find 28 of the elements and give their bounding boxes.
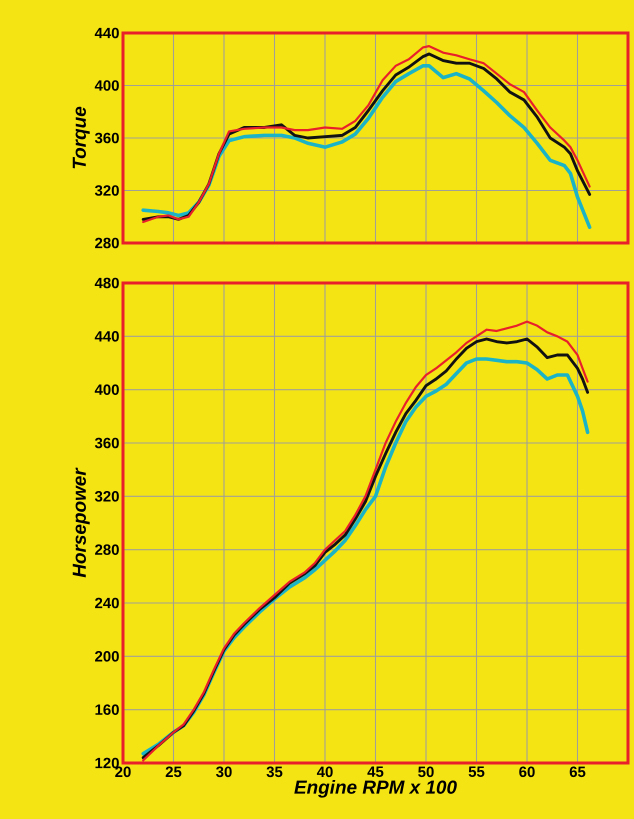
x-tick-label: 55 [468,766,484,777]
y-tick-label: 360 [94,438,119,448]
y-tick-label: 440 [94,331,119,342]
x-tick-label: 35 [266,766,282,778]
y-tick-label: 200 [95,651,119,662]
y-tick-label: 360 [94,132,119,144]
y-axis-title: Horsepower [72,467,90,578]
y-tick-label: 280 [95,544,119,555]
y-tick-label: 320 [94,185,119,196]
x-axis-title: Engine RPM x 100 [294,780,457,798]
y-tick-label: 280 [95,238,119,248]
x-tick-label: 45 [367,766,384,777]
x-tick-label: 65 [570,766,586,778]
y-tick-label: 440 [94,28,119,38]
x-tick-label: 20 [115,766,131,778]
y-tick-label: 480 [94,278,119,288]
y-tick-label: 400 [94,384,119,395]
y-tick-label: 320 [94,491,119,502]
y-axis-title: Torque [72,106,90,168]
x-tick-label: 50 [418,766,434,778]
y-tick-label: 160 [95,704,119,715]
x-tick-label: 60 [519,766,535,778]
x-tick-label: 30 [216,766,232,778]
x-tick-label: 25 [166,766,182,778]
y-tick-label: 400 [94,80,119,91]
y-tick-label: 240 [95,598,119,608]
y-tick-label: 120 [95,758,119,768]
x-tick-label: 40 [316,766,333,778]
